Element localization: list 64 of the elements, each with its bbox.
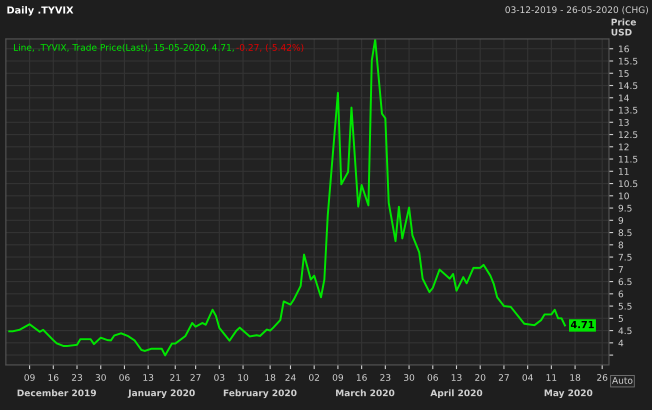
y-tick-label: 10.5 [618,180,638,188]
x2-tick-label: January 2020 [128,389,195,398]
x-tick-label: 10 [238,374,248,381]
y-tick-label: 16 [618,45,629,52]
x-tick-label: 16 [48,374,58,381]
x-tick-label: 30 [96,374,106,381]
y-tick-label: 6 [618,290,624,298]
y-tick-label: 9.5 [618,204,632,212]
x2-tick-label: May 2020 [544,389,592,398]
y-tick-label: 11.5 [618,156,638,163]
y-tick-label: 11 [618,168,629,175]
line-series [8,38,566,356]
x2-tick-label: April 2020 [430,389,482,398]
x-tick-label: 26 [597,374,608,381]
y-tick-label: 5 [618,315,623,322]
y-tick-label: 9 [618,217,624,224]
x-tick-label: 20 [475,374,486,381]
y-tick-label: 7 [618,266,623,273]
x-tick-label: 06 [119,374,130,381]
annotation: Line, .TYVIX, Trade Price(Last), 15-05-2020, 4.71, [14,44,234,52]
x-tick-label: 16 [356,374,367,381]
x-tick-label: 30 [404,374,414,381]
x-tick-label: 03 [214,374,224,381]
x-tick-label: 27 [498,374,509,381]
x-tick-label: 21 [170,374,180,381]
x-tick-label: 13 [452,374,462,381]
y-tick-label: 15.5 [618,58,638,65]
x-tick-label: 09 [24,374,35,381]
x-tick-label: 09 [332,374,344,381]
y-tick-label: 7.5 [618,254,632,261]
y-axis-title: Price USD [612,18,636,36]
x2-tick-label: March 2020 [336,389,394,396]
y-tick-label: 14 [618,94,629,102]
x-tick-label: 23 [72,374,82,381]
y-tick-label: 15 [618,70,629,77]
y-tick-label: 12.5 [618,131,638,138]
chart-subtitle: 03-12-2019 - 26-05-2020 (CHG) [505,6,648,14]
y-tick-label: 12 [618,144,629,150]
x-tick-label: 18 [570,374,580,381]
x2-tick-label: December 2019 [18,389,96,396]
x-tick-label: 06 [428,374,438,381]
x-tick-label: 13 [143,374,154,381]
annotation: -0.27, (-5.42%) [236,44,304,52]
x-tick-label: 02 [309,374,320,381]
y-tick-label: 4 [618,340,624,346]
data-label: 4.71 [570,321,594,328]
x-tick-label: 11 [546,374,556,381]
y-tick-label: 8.5 [618,229,632,236]
x-tick-label: 18 [265,374,276,381]
x-tick-label: 23 [380,374,390,381]
x-tick-label: 04 [522,374,533,381]
y-tick-label: 13.5 [618,106,638,114]
x2-tick-label: February 2020 [224,389,297,398]
y-tick-label: 10 [618,192,629,200]
x-tick-label: 24 [285,374,296,381]
chart-title: Daily .TYVIX [7,6,74,16]
y-tick-label: 5.5 [618,302,632,310]
y-tick-label: 13 [618,119,629,126]
y-tick-label: 8 [618,242,624,248]
x-tick-label: 27 [190,374,201,381]
y-tick-label: 6.5 [618,278,632,286]
text: Auto [612,377,632,384]
y-tick-label: 4.5 [618,327,632,334]
y-tick-label: 14.5 [618,82,638,90]
